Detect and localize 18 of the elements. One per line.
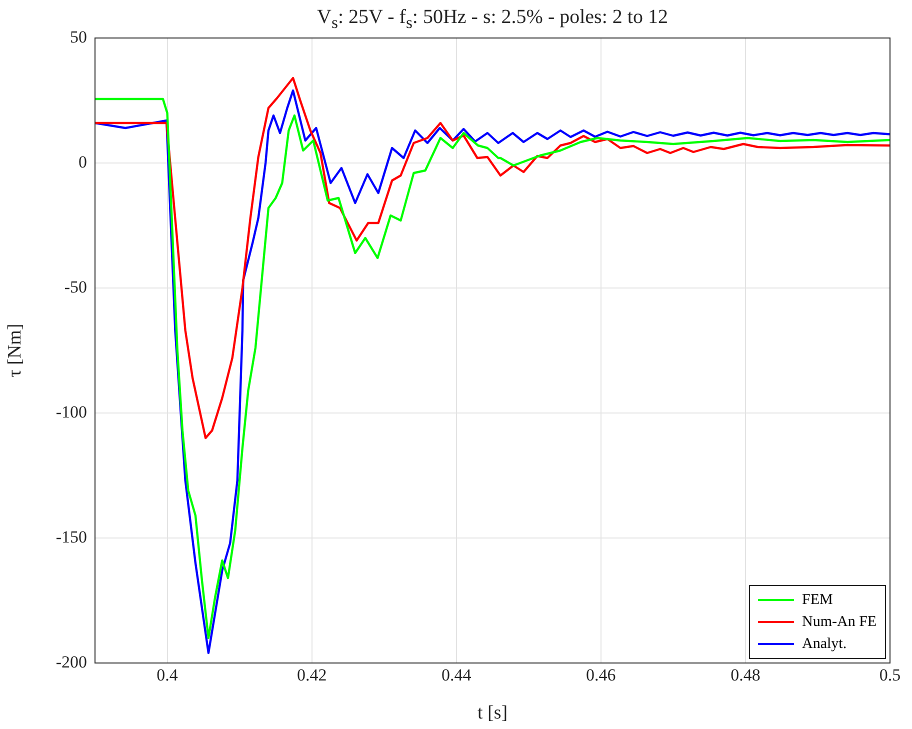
y-tick-label: -50 xyxy=(64,277,87,296)
y-tick-label: 50 xyxy=(70,27,87,46)
legend-label: Num-An FE xyxy=(802,614,877,630)
x-tick-label: 0.46 xyxy=(586,666,616,685)
y-tick-label: -100 xyxy=(56,402,87,422)
x-tick-label: 0.42 xyxy=(296,666,327,685)
x-tick-label: 0.48 xyxy=(730,666,760,685)
legend-label: Analyt. xyxy=(802,636,847,652)
y-tick-label: 0 xyxy=(78,152,87,172)
x-tick-label: 0.44 xyxy=(441,666,472,685)
x-axis-title: t [s] xyxy=(477,702,508,724)
x-tick-label: 0.5 xyxy=(879,666,901,685)
y-tick-label: -150 xyxy=(56,527,87,546)
y-axis-title: τ [Nm] xyxy=(4,324,26,378)
legend-label: FEM xyxy=(802,592,833,608)
chart-title: V$_{s}$: 25V - f$_{s}$: 50Hz - s: 2.5% - poles: 2 to 12 xyxy=(316,6,669,33)
x-tick-label: 0.4 xyxy=(156,666,178,685)
y-tick-label: -200 xyxy=(56,652,87,672)
